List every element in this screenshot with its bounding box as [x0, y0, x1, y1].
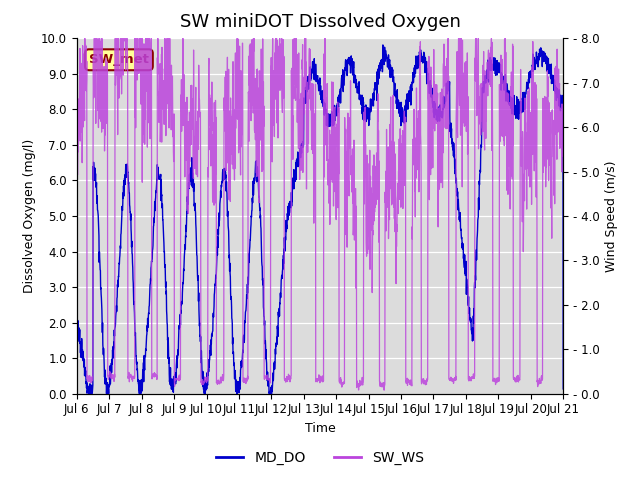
Title: SW miniDOT Dissolved Oxygen: SW miniDOT Dissolved Oxygen — [180, 13, 460, 31]
X-axis label: Time: Time — [305, 422, 335, 435]
Y-axis label: Wind Speed (m/s): Wind Speed (m/s) — [605, 160, 618, 272]
Y-axis label: Dissolved Oxygen (mg/l): Dissolved Oxygen (mg/l) — [22, 139, 36, 293]
Legend: MD_DO, SW_WS: MD_DO, SW_WS — [210, 445, 430, 471]
Text: SW_met: SW_met — [89, 53, 149, 66]
